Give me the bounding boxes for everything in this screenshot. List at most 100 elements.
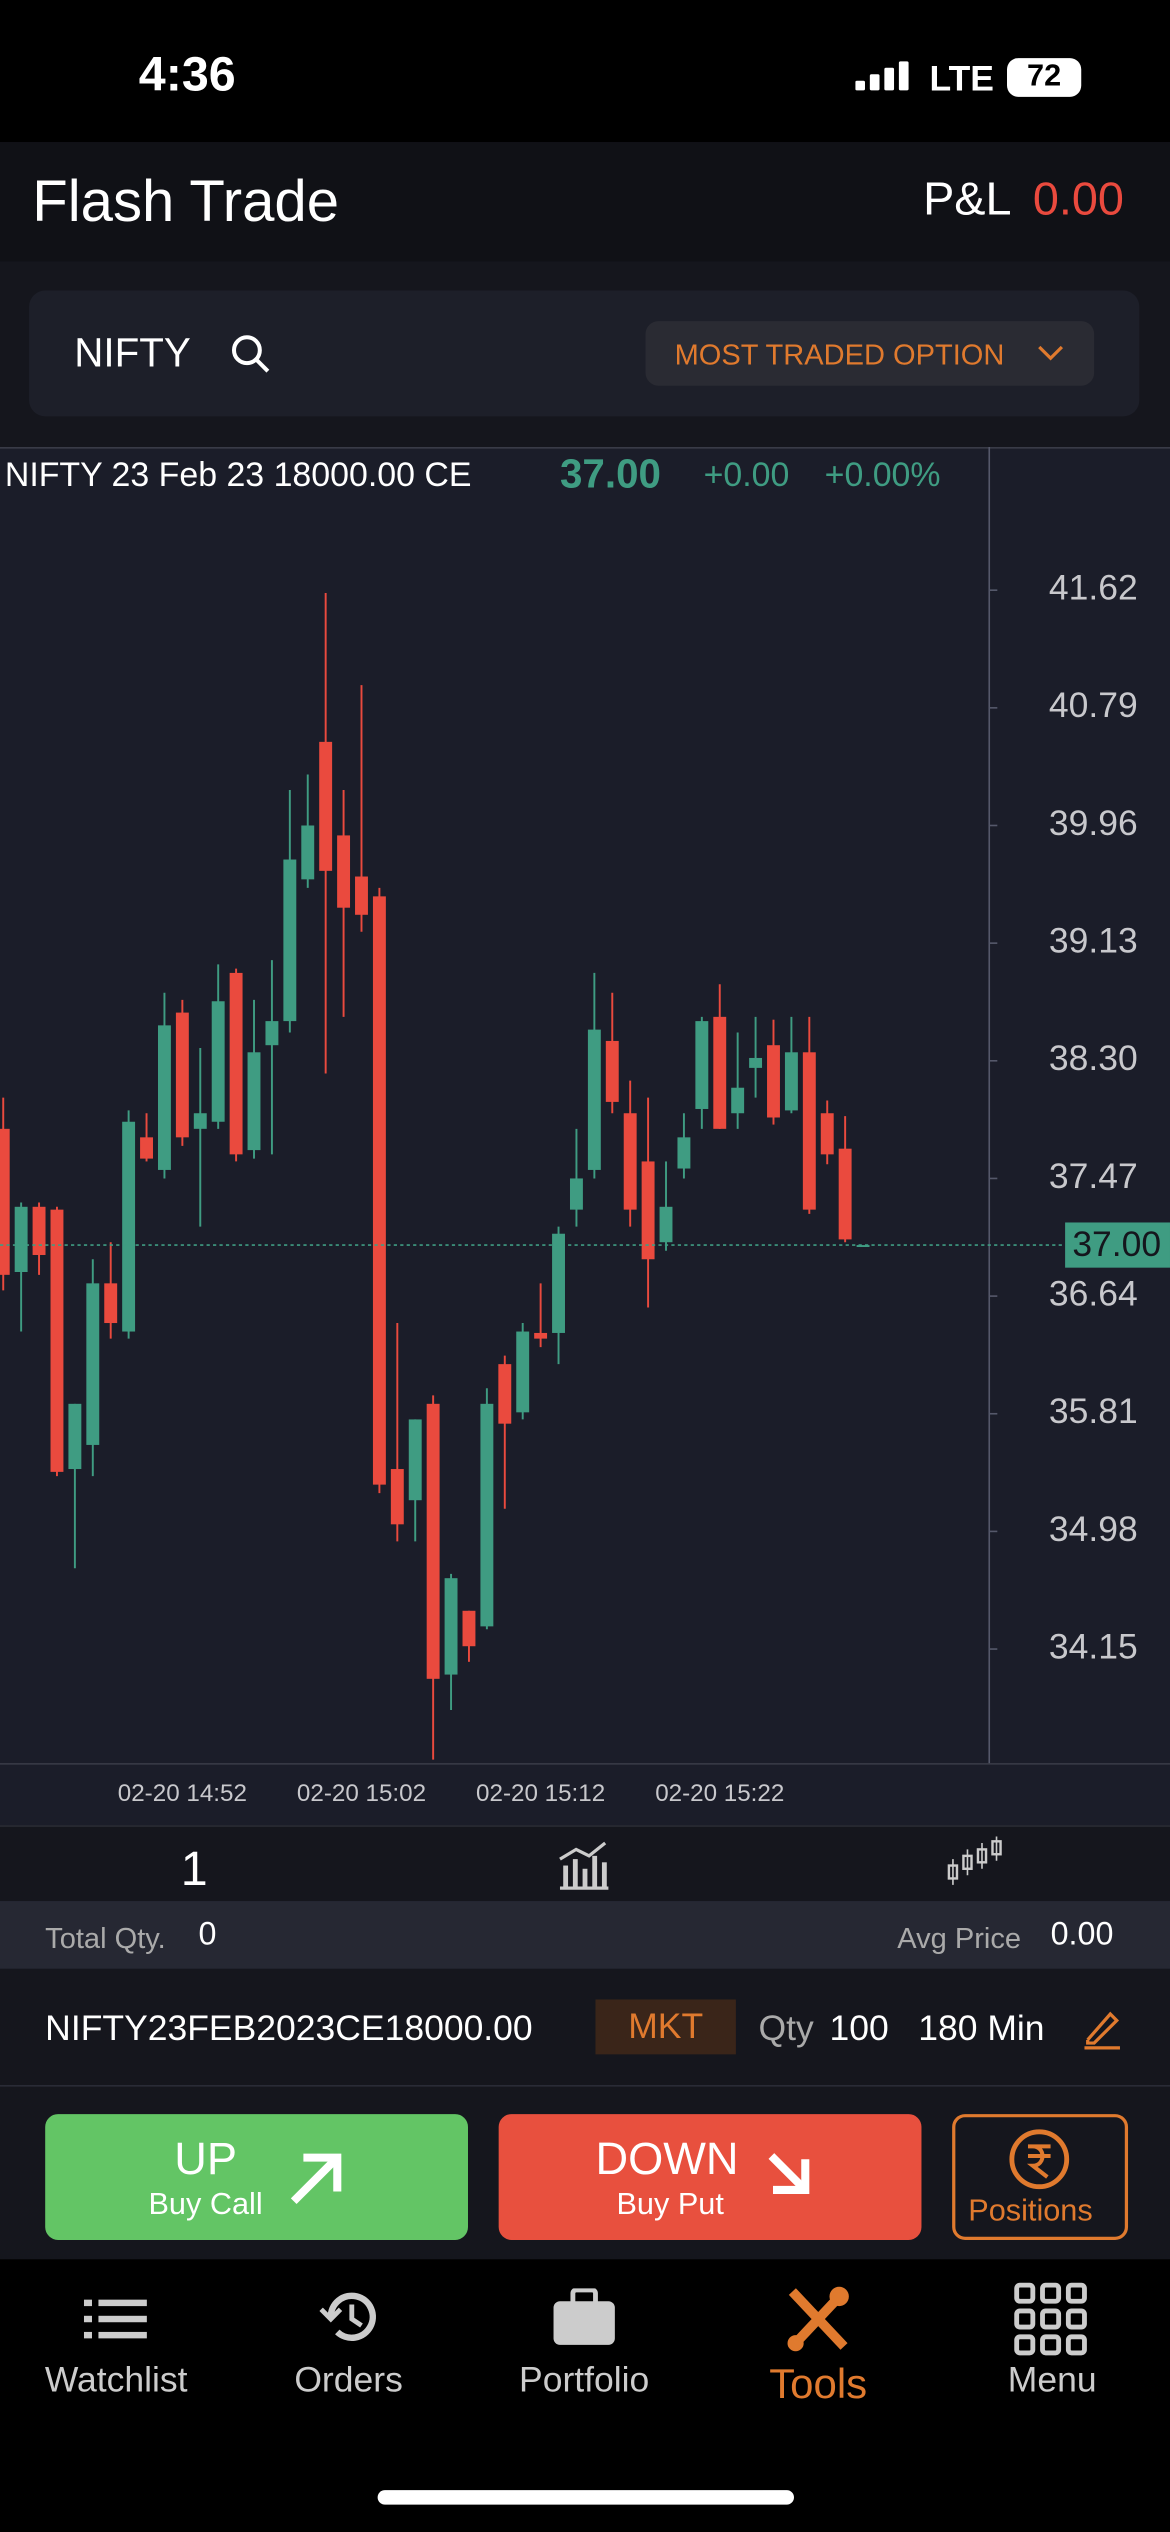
last-price-label: 37.00 — [1072, 1224, 1161, 1264]
validity: 180 Min — [918, 2007, 1045, 2048]
candle-body — [605, 1040, 619, 1102]
qty-label: Total Qty. — [45, 1922, 166, 1955]
avg-value: 0.00 — [1050, 1917, 1114, 1953]
qty-value: 100 — [829, 2007, 889, 2048]
candle-body — [211, 1001, 225, 1122]
x-tick-label: 02-20 15:22 — [655, 1780, 784, 1807]
menu-icon — [1014, 2282, 1087, 2356]
nav-item[interactable]: Tools — [769, 2359, 868, 2408]
y-tick-label: 38.30 — [1049, 1038, 1138, 1078]
candle-body — [193, 1113, 207, 1129]
candle-body — [623, 1113, 637, 1210]
candle-body — [122, 1121, 136, 1332]
candle-body — [157, 1025, 171, 1170]
candle-body — [229, 972, 243, 1155]
candle-body — [569, 1178, 583, 1210]
candle-body — [802, 1052, 816, 1210]
candle-body — [749, 1057, 763, 1068]
candle-body — [390, 1469, 404, 1525]
option-dropdown[interactable]: MOST TRADED OPTION — [645, 321, 1095, 386]
signal-icon — [855, 61, 909, 91]
instrument-price: 37.00 — [559, 451, 661, 498]
instrument-change-pct: +0.00% — [824, 456, 941, 494]
candle-body — [784, 1052, 798, 1111]
nav-item[interactable]: Watchlist — [44, 2359, 188, 2400]
candle-body — [175, 1012, 189, 1138]
portfolio-icon — [553, 2288, 615, 2345]
candle-body — [731, 1087, 745, 1114]
search-box[interactable]: NIFTY MOST TRADED OPTION — [29, 290, 1140, 417]
x-tick-label: 02-20 15:12 — [476, 1780, 605, 1807]
avg-label: Avg Price — [897, 1922, 1022, 1955]
up-label: UP — [174, 2133, 238, 2184]
candle-body — [480, 1403, 494, 1627]
up-button[interactable]: UP Buy Call — [45, 2114, 468, 2240]
candle-body — [677, 1137, 691, 1169]
candle-body — [587, 1029, 601, 1170]
positions-button[interactable]: Positions — [952, 2114, 1129, 2240]
symbol: NIFTY — [74, 330, 191, 377]
candle-body — [659, 1206, 673, 1243]
candle-body — [820, 1113, 834, 1155]
nav-item[interactable]: Orders — [294, 2359, 403, 2400]
indicator-icon[interactable] — [557, 1840, 612, 1892]
nav-item[interactable]: Menu — [1007, 2359, 1097, 2400]
y-tick-label: 37.47 — [1049, 1156, 1138, 1196]
battery-level: 72 — [1027, 59, 1062, 94]
candle-body — [641, 1161, 655, 1260]
order-type[interactable]: MKT — [595, 1999, 736, 2055]
nav-item[interactable]: Portfolio — [519, 2359, 650, 2400]
battery: 72 — [1007, 58, 1082, 97]
candle-body — [247, 1052, 261, 1151]
chart-toolbar: 1 — [0, 1825, 1170, 1902]
down-sublabel: Buy Put — [616, 2188, 724, 2223]
pnl-label: P&L — [923, 174, 1012, 226]
candle-body — [856, 1245, 870, 1248]
candle-body — [372, 896, 386, 1485]
positions-label: Positions — [968, 2194, 1093, 2229]
candle-body — [444, 1578, 458, 1675]
chart-area — [0, 447, 1170, 1826]
candle-body — [104, 1283, 118, 1324]
candle-body — [408, 1419, 422, 1501]
candle-body — [695, 1021, 709, 1109]
rupee-icon — [1009, 2129, 1070, 2190]
y-tick-label: 39.13 — [1049, 921, 1138, 961]
interval[interactable]: 1 — [180, 1842, 208, 1897]
candle-body — [534, 1332, 548, 1339]
candle-body — [50, 1209, 64, 1472]
candle-body — [552, 1233, 565, 1333]
candle-body — [337, 835, 351, 908]
candle-body — [838, 1148, 852, 1240]
status-bar: 4:36 LTE 72 — [0, 0, 1170, 143]
candle-body — [0, 1128, 10, 1275]
down-label: DOWN — [595, 2133, 739, 2184]
down-button[interactable]: DOWN Buy Put — [498, 2114, 922, 2240]
bottom-nav: Watchlist Orders Portfolio Tools Menu — [0, 2259, 1170, 2532]
edit-icon[interactable] — [1081, 2008, 1123, 2050]
candle-body — [301, 825, 315, 880]
y-tick-label: 39.96 — [1049, 803, 1138, 843]
orders-icon — [319, 2292, 376, 2341]
candle-body — [516, 1331, 530, 1413]
candle-body — [713, 1016, 727, 1129]
candle-body — [14, 1206, 28, 1273]
header: Flash Trade P&L 0.00 — [0, 142, 1170, 262]
candle-body — [426, 1403, 440, 1679]
candle-body — [68, 1403, 82, 1470]
last-price-badge — [1065, 1222, 1170, 1268]
chevron — [1038, 345, 1064, 361]
search-icon — [231, 335, 270, 373]
down-arrow — [768, 2153, 810, 2194]
dropdown-label: MOST TRADED OPTION — [674, 338, 1005, 372]
candle-body — [283, 859, 297, 1022]
watchlist-icon — [83, 2299, 147, 2339]
candle-body — [319, 741, 333, 871]
app-title: Flash Trade — [32, 167, 340, 234]
candle-type-icon[interactable] — [946, 1836, 1004, 1888]
y-tick-label: 40.79 — [1049, 685, 1138, 725]
candle-body — [355, 876, 368, 915]
candle-body — [462, 1610, 476, 1647]
up-sublabel: Buy Call — [148, 2188, 263, 2223]
